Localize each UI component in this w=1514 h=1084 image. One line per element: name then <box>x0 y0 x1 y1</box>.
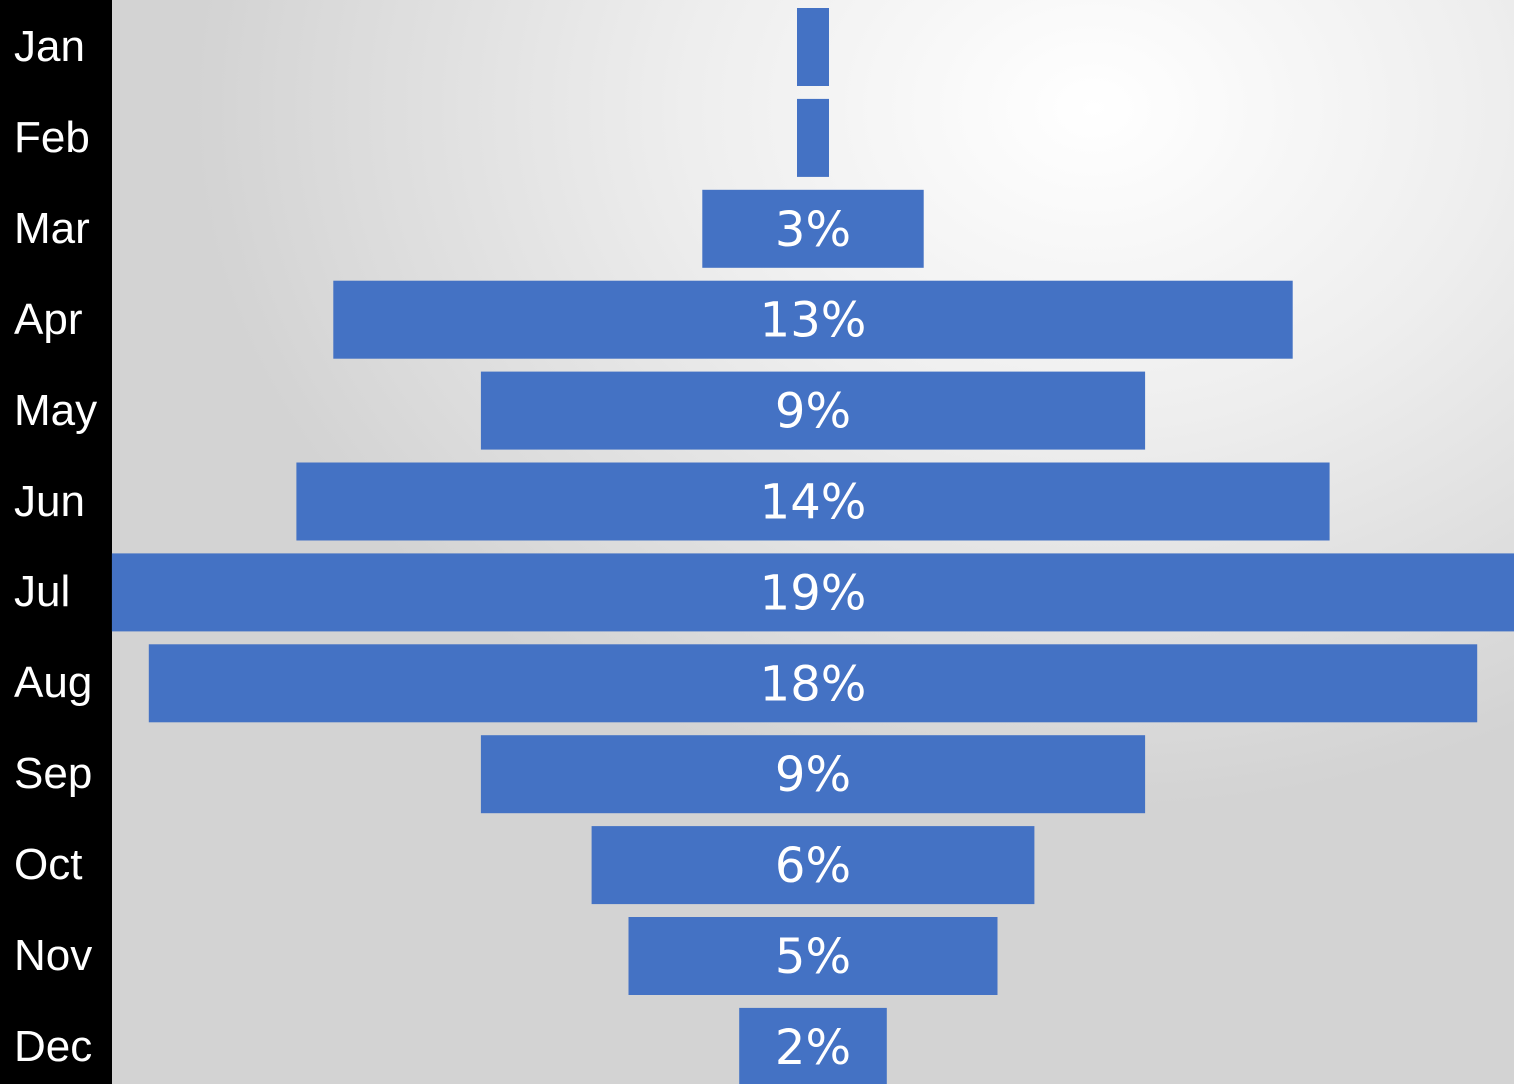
month-label-column: Jan Feb Mar Apr May Jun Jul Aug Sep Oct Nov Dec <box>0 0 112 1084</box>
bar-value-label-dec: 2% <box>775 1020 851 1076</box>
bar-value-label-jun: 14% <box>760 475 867 531</box>
month-label-nov: Nov <box>14 931 93 980</box>
month-label-dec: Dec <box>14 1021 93 1071</box>
month-label-jun: Jun <box>14 476 85 526</box>
bar-dec <box>739 1007 887 1084</box>
bar-value-label-jul: 19% <box>760 565 867 621</box>
month-label-jan: Jan <box>14 22 85 71</box>
bar-sep <box>480 735 1146 814</box>
bar-aug <box>148 644 1478 723</box>
month-label-jul: Jul <box>14 567 71 617</box>
bar-feb <box>797 98 829 177</box>
month-label-may: May <box>14 385 98 435</box>
month-label-oct: Oct <box>14 840 83 890</box>
bar-value-label-nov: 5% <box>775 929 851 985</box>
bar-value-label-sep: 9% <box>775 747 851 803</box>
bar-jan <box>797 8 829 86</box>
bar-mar <box>702 189 924 268</box>
month-label-feb: Feb <box>14 112 90 162</box>
bar-value-label-apr: 13% <box>760 293 867 349</box>
bar-nov <box>628 917 998 995</box>
bar-jun <box>296 462 1330 541</box>
month-label-aug: Aug <box>14 658 93 708</box>
bar-may <box>480 371 1146 450</box>
bar-value-label-may: 9% <box>775 384 851 440</box>
bar-value-label-aug: 18% <box>760 656 867 712</box>
bar-jul <box>111 553 1514 632</box>
month-label-apr: Apr <box>14 294 83 344</box>
bar-apr <box>333 280 1293 359</box>
bar-oct <box>591 826 1035 905</box>
month-label-mar: Mar <box>14 203 90 253</box>
bar-value-label-mar: 3% <box>775 202 851 258</box>
month-label-sep: Sep <box>14 749 93 799</box>
bar-value-label-oct: 6% <box>775 838 851 894</box>
